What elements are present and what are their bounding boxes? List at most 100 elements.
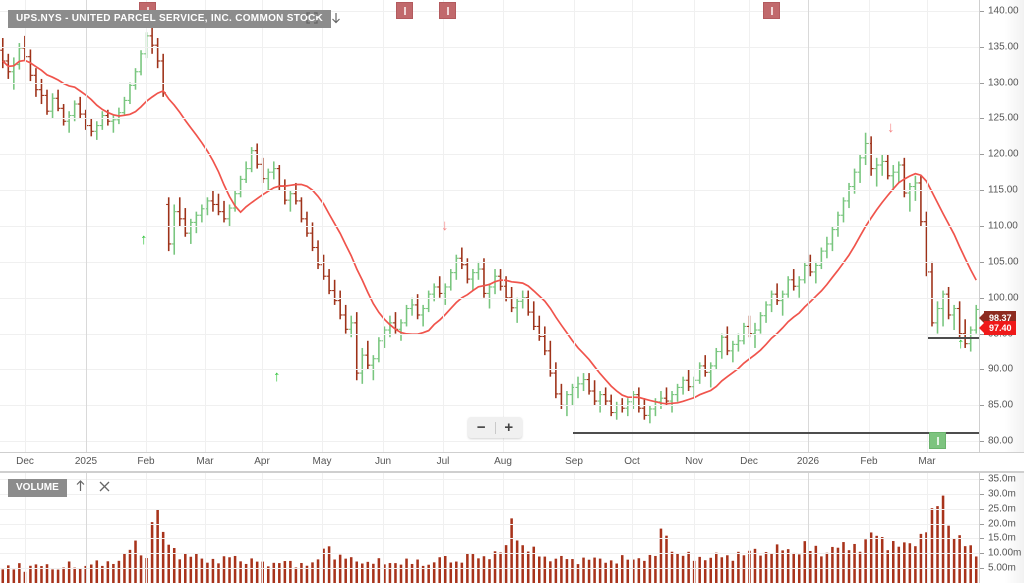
volume-gridline	[0, 478, 979, 480]
price-y-tick-label: 110.00	[988, 220, 1018, 232]
arrow-up-icon[interactable]	[72, 478, 88, 494]
volume-y-tick-label: 20.0m	[988, 518, 1016, 530]
price-vertical-gridline	[808, 0, 809, 452]
volume-y-axis[interactable]: 35.0m 30.0m 25.0m 20.0m 15.0m 10.00m 5.00m	[979, 473, 1024, 583]
volume-vertical-gridline	[25, 473, 26, 583]
price-y-tick-label: 125.00	[988, 112, 1019, 124]
buy-signal-arrow[interactable]: ↑	[957, 335, 965, 352]
x-axis-tick-label: Feb	[137, 456, 155, 467]
price-vertical-gridline	[927, 0, 928, 452]
price-badge-value: 97.40	[989, 323, 1012, 333]
price-y-tick	[980, 226, 984, 227]
support-trendline-lower[interactable]	[573, 432, 979, 434]
moving-average-line	[2, 59, 977, 405]
support-trendline-upper[interactable]	[928, 337, 979, 339]
price-plot-area[interactable]: ↑ ↑ ↓ ↓ ↑	[0, 0, 979, 452]
price-y-tick	[980, 369, 984, 371]
price-gridline	[0, 226, 979, 227]
marker-bar-icon	[936, 436, 939, 445]
price-vertical-gridline	[632, 0, 633, 452]
price-y-tick	[980, 154, 984, 156]
price-y-tick	[980, 118, 984, 120]
volume-y-tick	[980, 478, 984, 480]
volume-vertical-gridline	[694, 473, 695, 583]
price-y-tick	[980, 10, 984, 12]
volume-y-tick-label: 15.0m	[988, 532, 1016, 544]
zoom-in-button[interactable]: +	[504, 419, 514, 436]
volume-gridline	[0, 538, 979, 540]
close-icon[interactable]	[96, 478, 112, 494]
price-y-tick	[980, 297, 984, 299]
price-y-tick-label: 85.00	[988, 399, 1014, 411]
volume-vertical-gridline	[262, 473, 263, 583]
price-vertical-gridline	[869, 0, 870, 452]
price-y-tick	[980, 46, 984, 48]
price-y-tick-label: 140.00	[988, 5, 1019, 17]
volume-vertical-gridline	[86, 473, 87, 583]
x-axis-tick-label: Apr	[254, 456, 270, 467]
price-vertical-gridline	[503, 0, 504, 452]
x-axis-tick-label: Dec	[16, 456, 34, 467]
zoom-out-button[interactable]: −	[476, 419, 486, 436]
volume-y-tick	[980, 538, 984, 540]
price-badge-value: 98.37	[989, 313, 1012, 323]
price-y-tick	[980, 82, 984, 84]
x-axis-tick-label: Jul	[436, 456, 450, 467]
price-pane: ↑ ↑ ↓ ↓ ↑ 140.00 135.00 130.00 125.00 120.00 115.…	[0, 0, 1024, 452]
volume-y-tick	[980, 553, 984, 555]
volume-pane: 35.0m 30.0m 25.0m 20.0m 15.0m 10.00m 5.00m VOL…	[0, 472, 1024, 587]
date-x-axis[interactable]: Dec 2025 Feb Mar Apr May Jun Jul Aug Sep Oct Nov Dec…	[0, 452, 1024, 472]
price-y-axis[interactable]: 140.00 135.00 130.00 125.00 120.00 115.00 110.…	[979, 0, 1024, 452]
expand-icon[interactable]	[303, 9, 321, 27]
volume-gridline	[0, 508, 979, 510]
event-marker-red[interactable]	[396, 2, 413, 19]
x-axis-tick-label: Jun	[374, 456, 392, 467]
price-vertical-gridline	[25, 0, 26, 452]
price-y-tick-label: 80.00	[988, 435, 1014, 447]
price-y-tick-label: 105.00	[988, 256, 1019, 268]
x-axis-tick-label: May	[312, 456, 332, 467]
price-vertical-gridline	[383, 0, 384, 452]
x-axis-tick-label: 2026	[796, 456, 820, 467]
price-y-tick	[980, 261, 984, 263]
sell-signal-arrow[interactable]: ↓	[887, 119, 895, 136]
price-gridline	[0, 441, 979, 443]
volume-vertical-gridline	[749, 473, 750, 583]
price-gridline	[0, 297, 979, 299]
volume-vertical-gridline	[503, 473, 504, 583]
event-marker-red[interactable]	[439, 2, 456, 19]
buy-signal-arrow[interactable]: ↑	[273, 368, 281, 385]
zoom-control[interactable]: − +	[468, 417, 522, 438]
volume-plot-area[interactable]	[0, 473, 979, 583]
price-vertical-gridline	[146, 0, 147, 452]
price-y-tick	[980, 405, 984, 407]
price-gridline	[0, 333, 979, 335]
volume-y-tick-label: 30.0m	[988, 488, 1016, 500]
download-icon[interactable]	[327, 9, 345, 27]
event-marker-green[interactable]	[929, 432, 946, 449]
zoom-control-separator	[494, 421, 496, 434]
price-y-tick-label: 135.00	[988, 41, 1019, 53]
volume-vertical-gridline	[146, 473, 147, 583]
price-y-tick	[980, 441, 984, 443]
price-gridline	[0, 46, 979, 48]
volume-vertical-gridline	[927, 473, 928, 583]
price-y-tick	[980, 333, 984, 335]
price-vertical-gridline	[749, 0, 750, 452]
price-gridline	[0, 261, 979, 263]
marker-bar-icon	[403, 6, 406, 15]
price-y-tick-label: 90.00	[988, 363, 1014, 375]
price-gridline	[0, 118, 979, 120]
x-axis-tick-label: Sep	[565, 456, 583, 467]
volume-bar-series	[1, 495, 978, 583]
volume-vertical-gridline	[322, 473, 323, 583]
buy-signal-arrow[interactable]: ↑	[140, 231, 148, 248]
price-gridline	[0, 190, 979, 192]
sell-signal-arrow[interactable]: ↓	[441, 217, 449, 234]
event-marker-red[interactable]	[763, 2, 780, 19]
price-vertical-gridline	[262, 0, 263, 452]
volume-gridline	[0, 493, 979, 495]
x-axis-tick-label: Oct	[624, 456, 640, 467]
volume-vertical-gridline	[383, 473, 384, 583]
